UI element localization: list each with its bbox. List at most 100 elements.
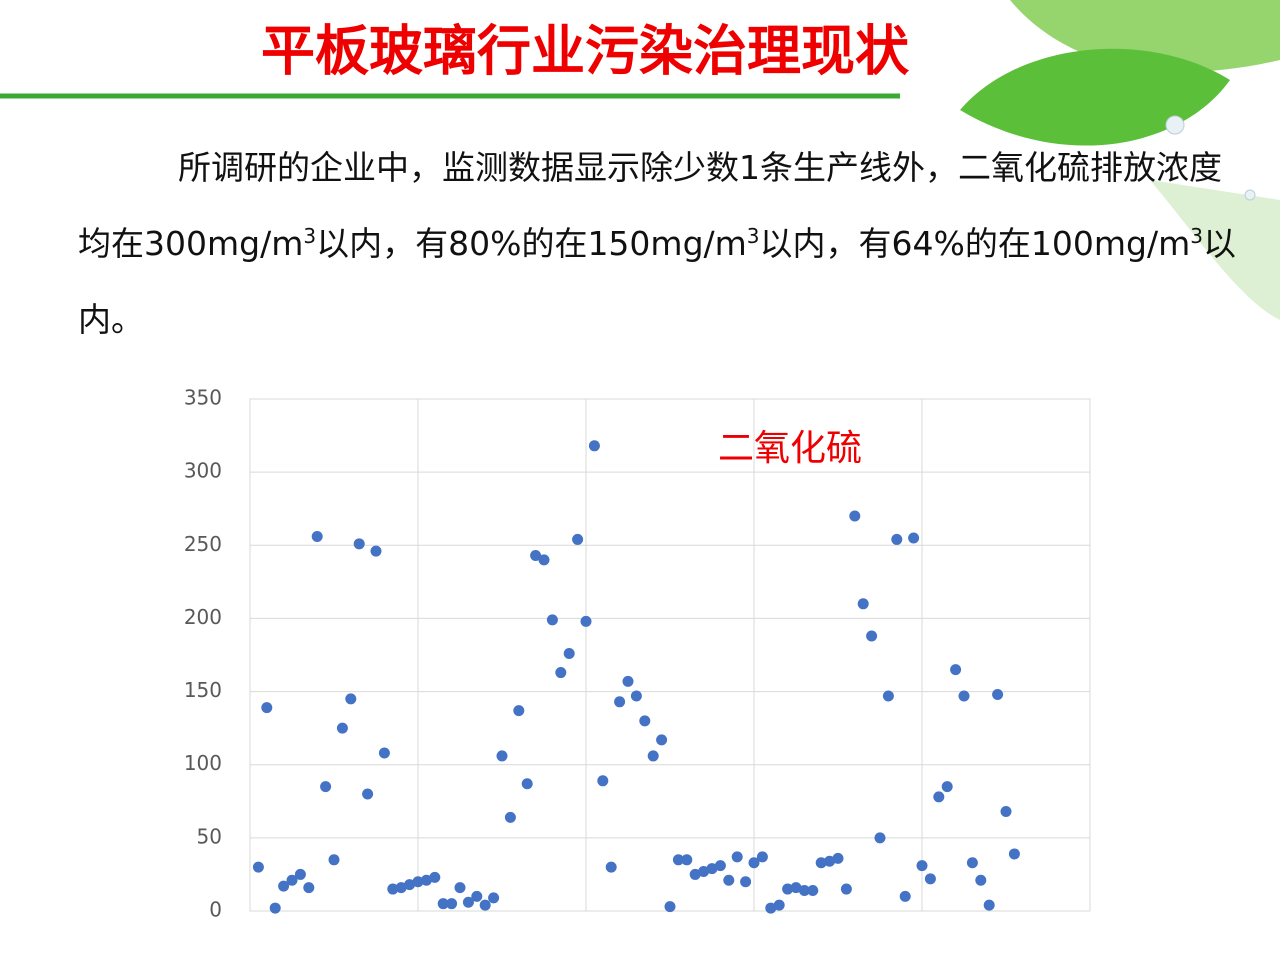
point (689, 868, 701, 880)
superscript: 3 (1190, 224, 1203, 248)
point (882, 690, 894, 702)
point (546, 614, 558, 626)
point (387, 883, 399, 895)
point (950, 664, 962, 676)
superscript: 3 (746, 224, 760, 248)
point (479, 899, 491, 911)
point (639, 715, 651, 727)
point (681, 854, 693, 866)
point (748, 857, 760, 869)
point (513, 705, 525, 717)
point (353, 538, 365, 550)
point (983, 899, 995, 911)
y-tick-label: 250 (184, 532, 222, 556)
point (908, 532, 920, 544)
point (731, 851, 743, 863)
point (656, 734, 668, 746)
y-tick-label: 100 (184, 751, 222, 775)
point (614, 696, 626, 708)
slide-title: 平板玻璃行业污染治理现状 (261, 20, 910, 83)
point (874, 832, 886, 844)
point (555, 667, 567, 679)
text-run: 以内，有64%的在100mg/m (759, 224, 1191, 263)
chart-title: 二氧化硫 (718, 428, 862, 469)
point (866, 630, 878, 642)
point (605, 861, 617, 873)
point (345, 693, 357, 705)
point (933, 791, 945, 803)
point (488, 892, 500, 904)
point (782, 883, 794, 895)
point (588, 440, 600, 452)
point (647, 750, 659, 762)
point (303, 882, 315, 894)
leaf-decoration (960, 0, 1280, 320)
point (840, 883, 852, 895)
point (790, 882, 802, 894)
point (966, 857, 978, 869)
point (429, 871, 441, 883)
point (362, 788, 374, 800)
point (261, 702, 273, 714)
text-run: 以内，有80%的在150mg/m (316, 224, 747, 263)
point (992, 688, 1004, 700)
y-tick-label: 0 (209, 898, 222, 922)
point (664, 901, 676, 913)
point (832, 852, 844, 864)
point (630, 690, 642, 702)
point (378, 747, 390, 759)
point (916, 860, 928, 872)
y-tick-label: 200 (184, 605, 222, 629)
point (538, 554, 550, 566)
point (328, 854, 340, 866)
point (370, 545, 382, 557)
point (437, 898, 449, 910)
point (672, 854, 684, 866)
superscript: 3 (303, 224, 317, 248)
point (773, 899, 785, 911)
point (824, 855, 836, 867)
point (286, 874, 298, 886)
point (580, 615, 592, 627)
point (698, 866, 710, 878)
y-tick-label: 350 (184, 386, 222, 410)
point (975, 874, 987, 886)
point (530, 550, 542, 562)
plot-frame (249, 398, 1091, 912)
point (807, 885, 819, 897)
point (597, 775, 609, 787)
point (320, 781, 332, 793)
point (765, 902, 777, 914)
point (891, 533, 903, 545)
text-run: 所调研的企业中，监测数据显示除少数1条生产线外，二氧化硫排放浓度均在300mg/… (78, 148, 1222, 263)
point (521, 778, 533, 790)
point (504, 811, 516, 823)
point (278, 880, 290, 892)
point (756, 851, 768, 863)
point (706, 863, 718, 875)
point (412, 876, 424, 888)
point (563, 648, 575, 660)
point (420, 874, 432, 886)
point (446, 898, 458, 910)
point (454, 882, 466, 894)
point (1008, 848, 1020, 860)
point (899, 890, 911, 902)
y-tick-label: 150 (184, 678, 222, 702)
point (958, 690, 970, 702)
point (336, 722, 348, 734)
y-tick-label: 50 (197, 824, 222, 848)
point (723, 874, 735, 886)
text-run: 以内。 (78, 224, 1236, 339)
point (941, 781, 953, 793)
point (798, 885, 810, 897)
point (252, 861, 264, 873)
point (462, 896, 474, 908)
point (269, 902, 281, 914)
point (924, 873, 936, 885)
paragraph: 所调研的企业中，监测数据显示除少数1条生产线外，二氧化硫排放浓度均在300mg/… (78, 130, 1238, 358)
point (572, 533, 584, 545)
point (471, 890, 483, 902)
